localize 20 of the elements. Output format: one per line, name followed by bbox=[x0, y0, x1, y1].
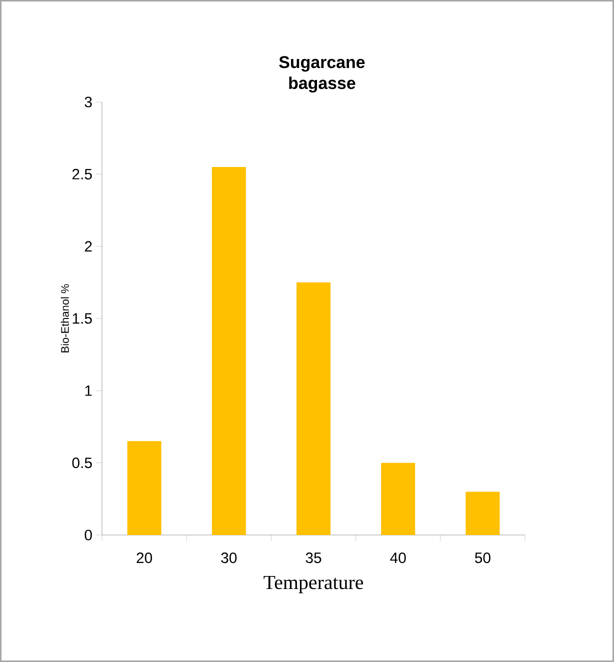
y-tick-label: 0 bbox=[84, 530, 92, 540]
bar bbox=[381, 462, 416, 535]
chart-title: Sugarcane bagasse bbox=[279, 56, 365, 92]
x-tick-label: 20 bbox=[136, 552, 152, 564]
y-tick-label: 3 bbox=[84, 96, 92, 108]
x-tick-label: 30 bbox=[221, 552, 237, 564]
y-tick-label: 1 bbox=[85, 386, 92, 396]
y-tick-label: 2 bbox=[84, 241, 92, 252]
bar bbox=[212, 166, 246, 535]
x-tick-label: 40 bbox=[390, 552, 406, 564]
x-tick-label: 50 bbox=[474, 552, 490, 564]
y-axis-title: Bio-Ethanol % bbox=[60, 284, 69, 352]
y-tick-label: 1.5 bbox=[72, 313, 92, 324]
bar bbox=[466, 492, 500, 535]
y-tick-label: 2.5 bbox=[72, 168, 92, 180]
x-tick-label: 35 bbox=[306, 552, 322, 564]
x-axis-title: Temperature bbox=[264, 576, 364, 594]
bar bbox=[296, 282, 331, 535]
bar bbox=[127, 441, 162, 535]
y-tick-label: 0.5 bbox=[72, 458, 92, 468]
